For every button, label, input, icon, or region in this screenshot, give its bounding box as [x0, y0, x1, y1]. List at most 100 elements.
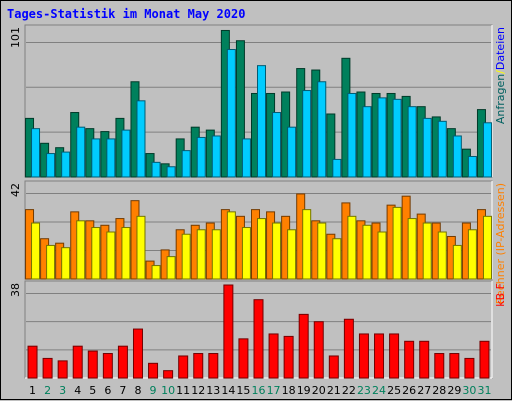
bar-requests-s2-day-16 — [257, 65, 266, 178]
x-tick-label-day-14: 14 — [221, 384, 235, 397]
bar-sites-s2-day-24 — [377, 231, 387, 280]
bar-sites-s2-day-7 — [121, 227, 131, 280]
bar-kbytes-s1-day-25 — [389, 333, 400, 379]
bar-sites-s2-day-28 — [437, 231, 447, 280]
bar-sites-s2-day-29 — [452, 244, 462, 280]
bar-requests-s2-day-22 — [347, 92, 357, 178]
bar-sites-s2-day-18 — [287, 229, 297, 280]
bar-sites-s2-day-5 — [91, 227, 101, 280]
bar-requests-s2-day-18 — [287, 126, 297, 178]
legend-entry: Dateien — [494, 27, 507, 70]
bar-sites-s2-day-6 — [106, 231, 116, 280]
x-tick-label-day-4: 4 — [74, 384, 81, 397]
panel-requests-legend: Anfragen/Dateien — [494, 27, 507, 124]
x-tick-label-day-7: 7 — [119, 384, 126, 397]
bar-sites-s2-day-26 — [407, 218, 417, 280]
x-tick-label-day-20: 20 — [312, 384, 326, 397]
x-tick-label-day-1: 1 — [29, 384, 36, 397]
panel-requests-ymax-label: 101 — [9, 27, 22, 48]
bar-kbytes-s1-day-8 — [132, 328, 143, 379]
bar-sites-s2-day-9 — [151, 265, 161, 280]
bar-sites-s2-day-25 — [392, 206, 402, 280]
bar-requests-s2-day-27 — [422, 117, 432, 178]
bar-requests-s2-day-15 — [241, 138, 251, 178]
bar-sites-s2-day-15 — [241, 227, 251, 280]
x-tick-label-day-31: 31 — [477, 384, 491, 397]
bar-kbytes-s1-day-9 — [148, 362, 159, 379]
bar-sites-s2-day-31 — [482, 215, 492, 280]
bar-requests-s2-day-23 — [362, 106, 372, 178]
bar-sites-s2-day-19 — [302, 209, 312, 280]
x-tick-label-day-23: 23 — [357, 384, 371, 397]
x-tick-label-day-3: 3 — [59, 384, 66, 397]
bar-sites-s2-day-20 — [317, 222, 327, 280]
bar-sites-s2-day-23 — [362, 224, 372, 280]
bar-kbytes-s1-day-29 — [449, 353, 460, 379]
bar-requests-s2-day-28 — [437, 120, 447, 178]
x-tick-label-day-10: 10 — [161, 384, 175, 397]
x-tick-label-day-11: 11 — [176, 384, 190, 397]
bar-requests-s2-day-20 — [317, 81, 327, 178]
bar-kbytes-s1-day-11 — [178, 355, 189, 379]
bar-sites-s2-day-11 — [181, 233, 191, 280]
bar-requests-s2-day-7 — [121, 129, 131, 178]
bar-requests-s1-day-21 — [326, 113, 336, 178]
bar-sites-s2-day-12 — [196, 229, 206, 280]
bar-requests-s2-day-24 — [377, 97, 387, 178]
bar-requests-s2-day-12 — [196, 136, 206, 178]
legend-entry: kB F — [494, 283, 507, 307]
bar-requests-s2-day-29 — [452, 135, 462, 178]
x-tick-label-day-15: 15 — [236, 384, 250, 397]
bar-sites-s2-day-2 — [46, 244, 56, 280]
bar-requests-s2-day-2 — [46, 153, 56, 178]
x-tick-label-day-27: 27 — [417, 384, 431, 397]
bar-kbytes-s1-day-5 — [87, 350, 98, 379]
bar-kbytes-s1-day-15 — [238, 338, 249, 379]
x-tick-label-day-12: 12 — [191, 384, 205, 397]
x-tick-label-day-26: 26 — [402, 384, 416, 397]
bar-kbytes-s1-day-2 — [42, 357, 53, 379]
x-tick-label-day-5: 5 — [89, 384, 96, 397]
legend-entry: Anfragen — [494, 74, 507, 124]
chart-title: Tages-Statistik im Monat May 2020 — [7, 7, 246, 21]
x-tick-label-day-8: 8 — [134, 384, 141, 397]
bar-kbytes-s1-day-27 — [419, 340, 430, 379]
bar-kbytes-s1-day-12 — [193, 353, 204, 379]
x-tick-label-day-22: 22 — [342, 384, 356, 397]
bar-requests-s2-day-11 — [181, 150, 191, 178]
bar-kbytes-s1-day-4 — [72, 345, 83, 379]
bar-sites-s2-day-17 — [272, 222, 282, 280]
bar-kbytes-s1-day-28 — [434, 353, 445, 379]
bar-kbytes-s1-day-31 — [479, 340, 490, 379]
x-tick-label-day-13: 13 — [206, 384, 220, 397]
bar-kbytes-s1-day-10 — [163, 370, 174, 379]
x-tick-label-day-29: 29 — [447, 384, 461, 397]
x-tick-label-day-25: 25 — [387, 384, 401, 397]
x-tick-label-day-30: 30 — [462, 384, 476, 397]
bar-kbytes-s1-day-18 — [283, 335, 294, 379]
bar-kbytes-s1-day-20 — [313, 321, 324, 379]
bar-requests-s2-day-10 — [166, 166, 176, 178]
bar-kbytes-s1-day-13 — [208, 353, 219, 379]
bar-sites-s2-day-27 — [422, 222, 432, 280]
bar-requests-s2-day-8 — [136, 100, 146, 178]
bar-requests-s2-day-13 — [211, 135, 221, 178]
bar-kbytes-s1-day-1 — [27, 345, 38, 379]
panel-sites-ymax-label: 42 — [9, 183, 22, 197]
bar-sites-s2-day-8 — [136, 215, 146, 280]
bar-sites-s2-day-14 — [226, 211, 236, 280]
bar-requests-s2-day-5 — [91, 138, 101, 178]
bar-kbytes-s1-day-7 — [117, 345, 128, 379]
bar-requests-s2-day-3 — [61, 151, 71, 178]
bar-requests-s2-day-4 — [76, 126, 86, 178]
bar-requests-s2-day-17 — [272, 112, 282, 178]
bar-sites-s2-day-10 — [166, 256, 176, 280]
panel-kbytes-ymax-label: 38 — [9, 283, 22, 297]
bar-kbytes-s1-day-23 — [358, 333, 369, 379]
x-tick-label-day-21: 21 — [327, 384, 341, 397]
bar-requests-s2-day-9 — [151, 161, 161, 178]
bar-kbytes-s1-day-6 — [102, 353, 113, 379]
x-tick-label-day-17: 17 — [267, 384, 281, 397]
